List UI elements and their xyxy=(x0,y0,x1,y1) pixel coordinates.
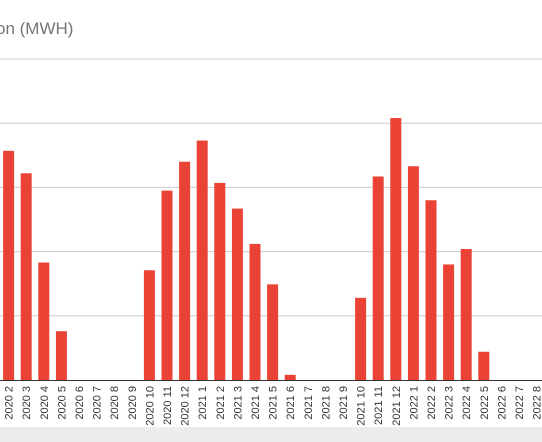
bar xyxy=(407,166,419,380)
x-tick-label: 2021 2 xyxy=(215,386,227,420)
bar xyxy=(478,351,490,380)
x-tick-label: 2021 11 xyxy=(373,386,385,425)
x-tick-label: 2022 1 xyxy=(408,386,420,420)
x-tick-label: 2022 7 xyxy=(514,386,526,420)
x-tick-label: 2022 2 xyxy=(426,386,438,420)
bar xyxy=(267,284,279,380)
x-tick-label: 2020 2 xyxy=(4,386,16,420)
x-tick-label: 2020 10 xyxy=(144,386,156,426)
x-tick-label: 2021 10 xyxy=(356,386,368,426)
bar xyxy=(55,331,67,380)
bars xyxy=(3,118,490,381)
bar xyxy=(179,161,191,380)
x-tick-label: 2021 6 xyxy=(285,386,297,420)
x-tick-label: 2021 7 xyxy=(303,386,315,420)
x-tick-label: 2022 5 xyxy=(479,386,491,420)
x-tick-label: 2022 4 xyxy=(461,386,473,420)
x-tick-label: 2021 1 xyxy=(197,386,209,420)
x-tick-label: 2020 3 xyxy=(21,386,33,420)
bar xyxy=(284,374,296,380)
bar xyxy=(460,249,472,380)
x-tick-label: 2022 8 xyxy=(532,386,542,420)
x-tick-label: 2020 4 xyxy=(39,386,51,420)
bar xyxy=(425,200,437,380)
x-tick-label: 2020 9 xyxy=(127,386,139,420)
bottom-band xyxy=(0,427,542,442)
bar xyxy=(161,190,173,380)
x-tick-label: 2020 12 xyxy=(180,386,192,426)
x-tick-label: 2021 5 xyxy=(268,386,280,420)
bar xyxy=(20,173,32,380)
x-tick-label: 2020 5 xyxy=(56,386,68,420)
x-tick-label: 2022 6 xyxy=(496,386,508,420)
x-tick-label: 2021 4 xyxy=(250,386,262,420)
bar xyxy=(443,264,455,380)
bar xyxy=(390,118,402,381)
x-tick-label: 2020 8 xyxy=(109,386,121,420)
x-tick-label: 2021 3 xyxy=(232,386,244,420)
bar xyxy=(143,270,155,380)
x-tick-label: 2020 7 xyxy=(92,386,104,420)
x-tick-label: 2022 3 xyxy=(444,386,456,420)
bar xyxy=(3,150,15,380)
x-tick-label: 2021 12 xyxy=(391,386,403,426)
bar xyxy=(38,262,50,380)
bar xyxy=(231,208,243,380)
bar xyxy=(249,243,261,380)
x-tick-label: 2021 8 xyxy=(320,386,332,420)
bar xyxy=(196,140,208,380)
x-tick-label: 2021 9 xyxy=(338,386,350,420)
x-tick-label: 2020 11 xyxy=(162,386,174,425)
x-tick-label: 2020 6 xyxy=(74,386,86,420)
bar xyxy=(355,297,367,380)
bar xyxy=(214,182,226,380)
bar xyxy=(372,176,384,380)
chart-title: on (MWH) xyxy=(0,19,74,38)
